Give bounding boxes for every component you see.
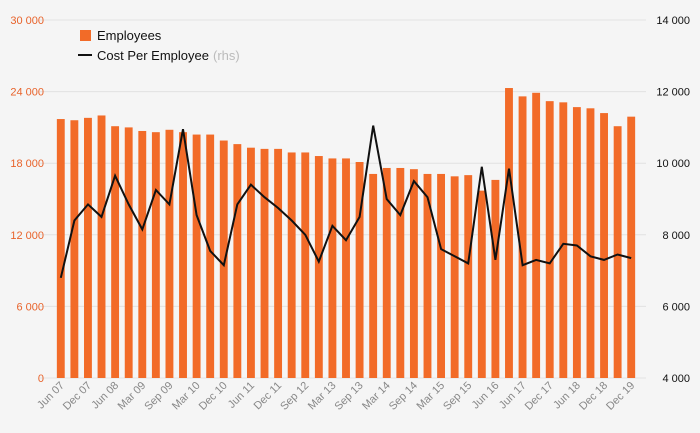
x-tick-label: Dec 10 — [197, 380, 230, 413]
x-tick-label: Mar 10 — [170, 380, 203, 413]
employees-bar — [559, 102, 568, 378]
employees-bar — [613, 126, 622, 378]
x-tick-label: Mar 15 — [414, 380, 447, 413]
x-tick-label: Sep 15 — [441, 380, 474, 413]
employees-bar — [600, 113, 608, 378]
cost-per-employee-line — [59, 125, 632, 279]
left-tick-label: 6 000 — [16, 301, 44, 313]
employees-bar — [627, 116, 636, 378]
right-tick-label: 4 000 — [662, 373, 690, 385]
employees-bar — [505, 88, 513, 379]
x-tick-label: Dec 18 — [577, 380, 610, 413]
employees-bar — [97, 115, 106, 378]
employees-bar — [56, 119, 65, 379]
x-tick-label: Dec 19 — [604, 380, 637, 413]
employees-bar — [409, 169, 418, 378]
left-axis-ticks: 0 6 000 12 000 18 000 24 000 30 000 — [10, 15, 44, 385]
right-tick-label: 12 000 — [656, 87, 690, 99]
employees-bar — [219, 140, 228, 378]
legend: Employees Cost Per Employee (rhs) — [78, 28, 240, 63]
x-tick-label: Dec 07 — [61, 380, 94, 413]
right-tick-label: 14 000 — [656, 15, 690, 27]
x-tick-label: Sep 14 — [387, 380, 420, 413]
x-tick-label: Dec 17 — [523, 380, 556, 413]
left-tick-label: 24 000 — [10, 87, 44, 99]
employees-bar — [233, 144, 242, 378]
legend-employees-label: Employees — [97, 28, 162, 43]
employees-bar — [314, 156, 323, 378]
employees-bar — [491, 179, 500, 378]
left-tick-label: 0 — [38, 373, 44, 385]
employees-bars — [56, 88, 636, 379]
x-tick-label: Mar 14 — [360, 380, 393, 413]
x-tick-label: Jun 08 — [89, 380, 121, 412]
employees-bar — [572, 107, 581, 378]
employees-bar — [287, 152, 296, 378]
legend-cost-note: (rhs) — [213, 48, 240, 63]
legend-cost-text: Cost Per Employee (rhs) — [97, 48, 240, 63]
employees-bar — [124, 127, 133, 379]
legend-cost-label: Cost Per Employee — [97, 48, 209, 63]
x-tick-label: Jun 11 — [226, 380, 257, 411]
employees-bar — [138, 130, 147, 378]
left-tick-label: 12 000 — [10, 230, 44, 242]
legend-employees-swatch — [80, 30, 91, 41]
x-tick-label: Dec 11 — [252, 380, 285, 413]
employees-bar — [532, 92, 541, 378]
left-tick-label: 18 000 — [10, 158, 44, 170]
employees-bar — [301, 152, 310, 378]
employees-bar — [70, 120, 79, 379]
x-tick-label: Mar 09 — [116, 380, 149, 413]
employees-bar — [382, 167, 391, 378]
employees-bar — [423, 173, 432, 378]
employees-bar — [246, 147, 255, 378]
right-tick-label: 6 000 — [662, 301, 690, 313]
x-tick-label: Sep 13 — [333, 380, 366, 413]
x-tick-label: Sep 09 — [142, 380, 175, 413]
employees-bar — [355, 162, 364, 378]
employees-bar — [477, 190, 486, 378]
employees-bar — [518, 96, 527, 378]
employees-bar — [165, 129, 174, 378]
employees-bar — [151, 132, 160, 378]
x-tick-label: Sep 12 — [278, 380, 311, 413]
x-tick-label: Mar 13 — [306, 380, 339, 413]
employees-bar — [437, 173, 446, 378]
left-tick-label: 30 000 — [10, 15, 44, 27]
right-tick-label: 10 000 — [656, 158, 690, 170]
employees-bar — [342, 158, 350, 378]
employees-bar — [450, 176, 459, 378]
employees-bar — [274, 148, 283, 378]
employees-bar — [260, 148, 269, 378]
right-tick-label: 8 000 — [662, 230, 690, 242]
employees-bar — [192, 134, 201, 378]
employees-bar — [464, 175, 473, 378]
employees-bar — [586, 108, 595, 378]
employees-bar — [369, 173, 378, 378]
right-axis-ticks: 4 000 6 000 8 000 10 000 12 000 14 000 — [656, 15, 690, 385]
employees-bar — [111, 126, 120, 378]
employees-bar — [396, 167, 405, 378]
employees-bar — [206, 134, 215, 378]
x-tick-label: Jun 16 — [470, 380, 502, 412]
employees-bar — [84, 117, 92, 378]
employees-bar — [328, 158, 337, 378]
employees-bar — [545, 101, 554, 378]
employees-bar — [179, 132, 187, 378]
